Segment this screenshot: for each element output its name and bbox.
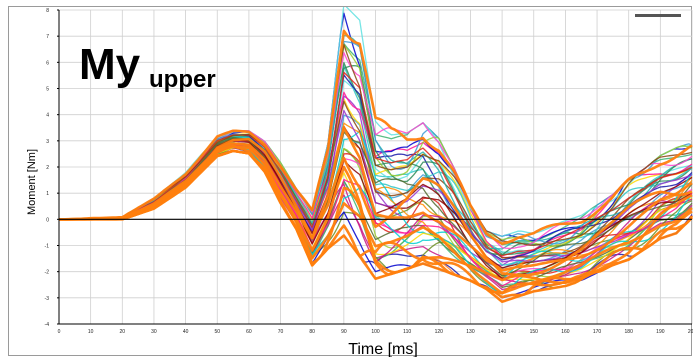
y-tick-label: 2 bbox=[46, 165, 49, 171]
series-line bbox=[59, 71, 693, 257]
x-tick-label: 170 bbox=[593, 329, 602, 335]
axes bbox=[57, 9, 692, 325]
x-tick-label: 80 bbox=[309, 329, 315, 335]
x-tick-label: 90 bbox=[341, 329, 347, 335]
series-line bbox=[59, 126, 693, 272]
y-tick-label: 4 bbox=[46, 113, 49, 119]
series-line bbox=[59, 137, 693, 277]
x-axis-label: Time [ms] bbox=[348, 341, 418, 357]
chart-title: My bbox=[79, 40, 141, 89]
chart-frame: 0 10 20 30 40 50 60 70 80 90 100 110 120 130 140 150 160… bbox=[8, 6, 693, 357]
y-tick-label: 5 bbox=[46, 87, 49, 93]
y-tick-label: 0 bbox=[46, 217, 49, 223]
x-tick-label: 200 bbox=[688, 329, 693, 335]
x-tick-label: 30 bbox=[151, 329, 157, 335]
x-tick-label: 10 bbox=[88, 329, 94, 335]
y-tick-label: -3 bbox=[45, 296, 50, 302]
y-tick-label: 7 bbox=[46, 34, 49, 40]
x-tick-label: 160 bbox=[561, 329, 570, 335]
x-tick-label: 100 bbox=[371, 329, 380, 335]
x-tick-label: 150 bbox=[530, 329, 539, 335]
y-tick-label: -2 bbox=[45, 270, 50, 276]
y-tick-label: 8 bbox=[46, 8, 49, 14]
x-tick-label: 50 bbox=[214, 329, 220, 335]
y-tick-label: 1 bbox=[46, 191, 49, 197]
y-tick-label: 3 bbox=[46, 139, 49, 145]
x-tick-label: 0 bbox=[58, 329, 61, 335]
x-tick-label: 130 bbox=[466, 329, 475, 335]
y-tick-labels: 8 7 6 5 4 3 2 1 0 -1 -2 -3 -4 bbox=[45, 8, 50, 328]
series-group bbox=[59, 7, 693, 303]
x-tick-label: 180 bbox=[625, 329, 634, 335]
corner-mark bbox=[635, 14, 681, 17]
y-tick-label: 6 bbox=[46, 60, 49, 66]
y-tick-label: -1 bbox=[45, 244, 50, 250]
x-tick-label: 120 bbox=[435, 329, 444, 335]
x-tick-label: 140 bbox=[498, 329, 507, 335]
x-tick-label: 110 bbox=[403, 329, 411, 335]
x-tick-label: 40 bbox=[183, 329, 189, 335]
x-tick-label: 190 bbox=[656, 329, 665, 335]
y-axis-label: Moment [Nm] bbox=[26, 149, 38, 215]
moment-time-chart: 0 10 20 30 40 50 60 70 80 90 100 110 120 130 140 150 160… bbox=[26, 7, 693, 357]
x-tick-label: 60 bbox=[246, 329, 252, 335]
y-tick-label: -4 bbox=[45, 322, 50, 328]
x-tick-label: 20 bbox=[120, 329, 126, 335]
chart-title-subscript: upper bbox=[149, 66, 216, 93]
x-tick-labels: 0 10 20 30 40 50 60 70 80 90 100 110 120 130 140 150 160… bbox=[58, 329, 693, 335]
x-tick-label: 70 bbox=[278, 329, 284, 335]
